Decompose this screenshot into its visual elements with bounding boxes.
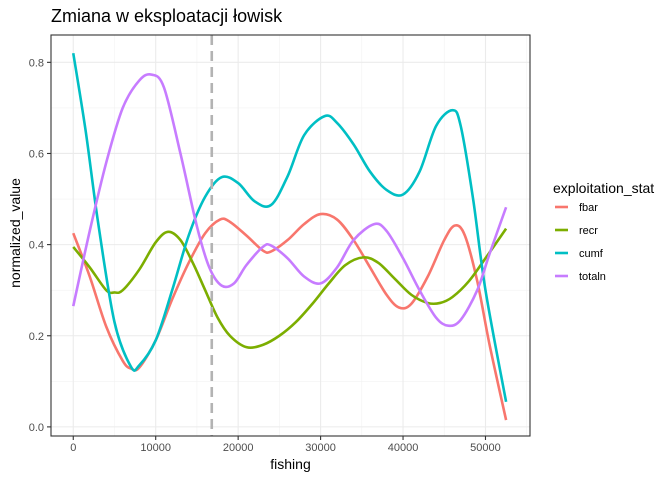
legend-label-fbar: fbar: [579, 202, 598, 214]
x-tick-label: 0: [70, 442, 76, 454]
series-line-totaln: [71, 73, 508, 328]
legend-label-recr: recr: [579, 225, 598, 237]
y-tick-label: 0.8: [29, 57, 44, 69]
series-line-cumf: [71, 53, 508, 403]
legend-label-totaln: totaln: [579, 271, 606, 283]
legend-title: exploitation_stat: [553, 180, 654, 196]
x-axis-title: fishing: [270, 456, 310, 472]
x-tick-label: 30000: [305, 442, 336, 454]
x-tick-label: 20000: [223, 442, 254, 454]
legend-label-cumf: cumf: [579, 248, 604, 260]
panel-border: [50, 34, 531, 437]
y-tick-label: 0.0: [29, 422, 44, 434]
x-tick-label: 40000: [388, 442, 419, 454]
y-tick-label: 0.4: [29, 240, 44, 252]
x-tick-label: 10000: [140, 442, 171, 454]
legend: exploitation_stat fbar recr cumf totaln: [553, 180, 654, 284]
y-tick-label: 0.2: [29, 331, 44, 343]
y-tick-label: 0.6: [29, 148, 44, 160]
series-line-fbar: [72, 212, 508, 421]
series-line-recr: [72, 227, 508, 349]
chart-title: Zmiana w eksploatacji łowisk: [51, 6, 283, 26]
panel-background: [51, 35, 530, 436]
y-axis-title: normalized_value: [7, 178, 23, 288]
x-tick-label: 50000: [470, 442, 501, 454]
y-axis: 0.0 0.2 0.4 0.6 0.8: [29, 57, 51, 434]
plot-panel: [50, 34, 531, 437]
x-axis: 0 10000 20000 30000 40000 50000: [70, 436, 501, 454]
